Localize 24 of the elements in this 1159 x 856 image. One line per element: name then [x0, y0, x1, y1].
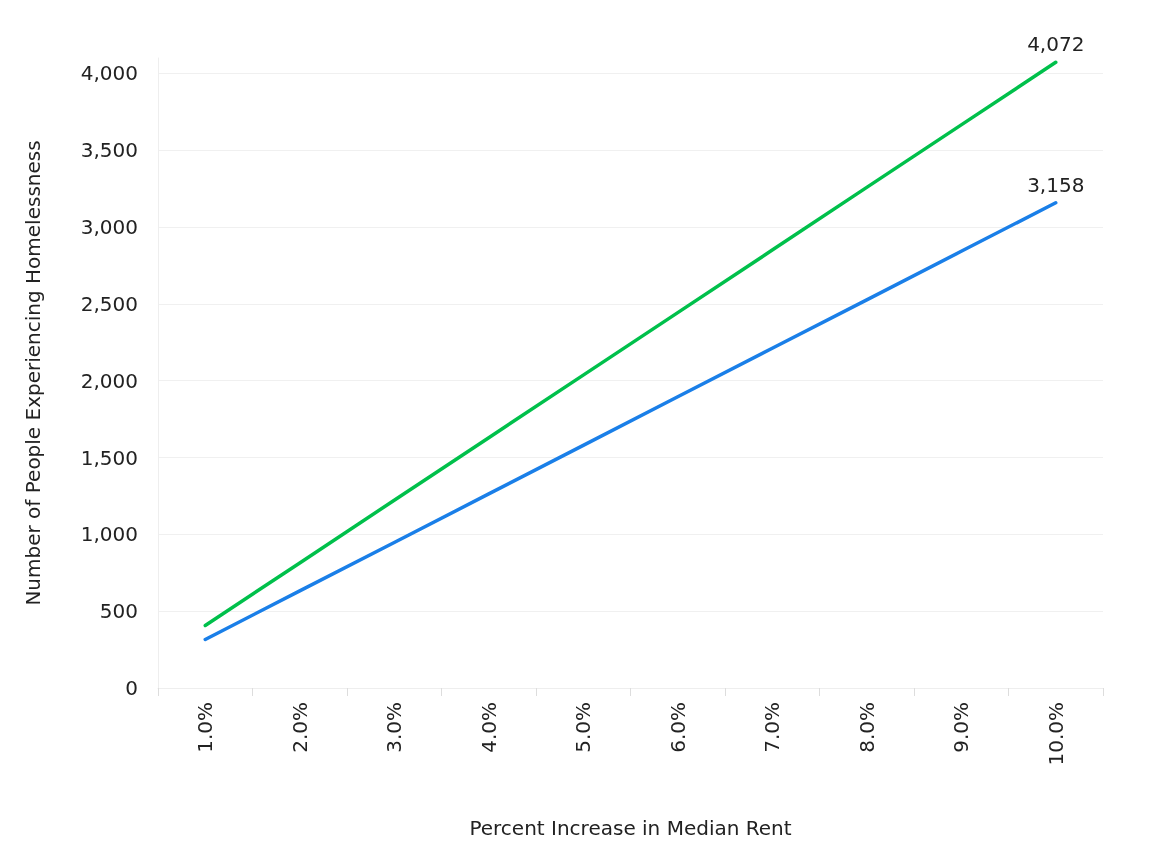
y-tick-label: 500: [99, 599, 138, 624]
x-tick-label: 2.0%: [287, 702, 312, 753]
y-tick-label: 3,000: [80, 215, 138, 240]
x-tick-label: 4.0%: [476, 702, 501, 753]
x-tick-label: 5.0%: [571, 702, 596, 753]
x-tick-label: 7.0%: [760, 702, 785, 753]
x-tick-label: 1.0%: [193, 702, 218, 753]
y-tick-label: 3,500: [80, 138, 138, 163]
y-tick-label: 0: [125, 676, 138, 700]
y-tick-label: 1,000: [80, 522, 138, 547]
y-tick-label: 2,500: [80, 291, 138, 316]
line-series: [203, 201, 1058, 642]
data-label: 4,072: [1027, 32, 1085, 57]
x-tick-label: 9.0%: [949, 702, 974, 753]
data-label: 3,158: [1027, 172, 1085, 197]
y-tick-label: 2,000: [80, 368, 138, 393]
y-tick-label: 1,500: [80, 445, 138, 470]
x-tick-label: 6.0%: [665, 702, 690, 753]
x-axis-title: Percent Increase in Median Rent: [469, 816, 792, 840]
x-tick-label: 3.0%: [382, 702, 407, 753]
x-tick-label: 10.0%: [1043, 702, 1068, 766]
y-axis-title: Number of People Experiencing Homelessness: [21, 140, 45, 606]
x-tick-label: 8.0%: [854, 702, 879, 753]
y-tick-label: 4,000: [80, 61, 138, 86]
